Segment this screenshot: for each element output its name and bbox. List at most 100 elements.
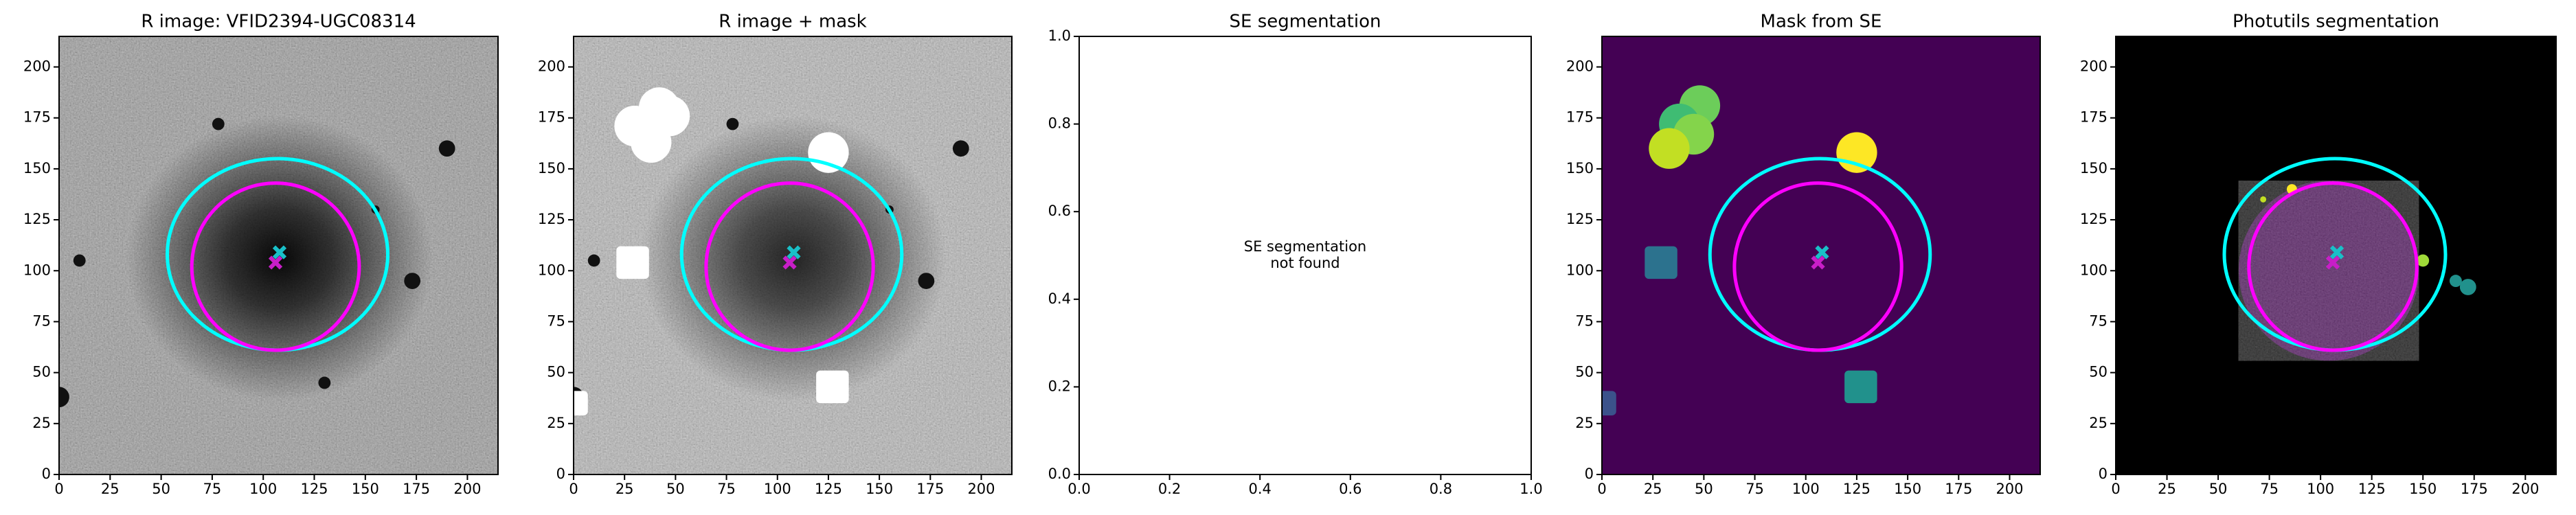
center-marker	[1815, 245, 1829, 260]
image	[1602, 36, 2040, 474]
mask-region	[808, 132, 849, 173]
x-tick-label: 50	[152, 481, 170, 497]
panel-title: Photutils segmentation	[2233, 12, 2439, 32]
y-tick-label: 50	[1575, 364, 1594, 380]
y-tick-label: 100	[538, 262, 565, 278]
panel: R image + mask 0 25 50 75 100 125 150 175 200 0 25 5…	[538, 12, 1013, 497]
y-tick-label: 100	[23, 262, 51, 278]
y-tick-label: 25	[547, 415, 565, 431]
axes-frame	[58, 36, 499, 475]
y-tick-label: 200	[1566, 58, 1594, 75]
y-tick-label: 50	[547, 364, 565, 380]
x-tick-label: 175	[1945, 481, 1972, 497]
panel: Mask from SE 0 25 50 75 100 125 150 175 200 0 25 50 7…	[1566, 12, 2041, 497]
y-tick-label: 175	[538, 109, 565, 126]
y-tick-label: 100	[2080, 262, 2108, 278]
x-tick-label: 25	[101, 481, 120, 497]
y-tick-label: 125	[538, 211, 565, 227]
y-tick-label: 0.2	[1048, 378, 1071, 394]
x-tick-label: 25	[615, 481, 634, 497]
y-tick-label: 0.4	[1048, 290, 1071, 307]
x-tick-label: 75	[717, 481, 736, 497]
x-tick-label: 50	[666, 481, 685, 497]
y-tick-label: 75	[547, 312, 565, 329]
y-tick-label: 150	[23, 160, 51, 176]
source	[73, 254, 86, 267]
center-marker	[2325, 255, 2340, 270]
y-tick-label: 0	[1585, 466, 1594, 482]
x-tick-label: 0	[569, 481, 578, 497]
mask-region	[816, 370, 849, 404]
y-tick-label: 175	[2080, 109, 2108, 126]
x-tick-label: 0	[1597, 481, 1606, 497]
source	[318, 376, 331, 389]
x-tick-label: 0	[54, 481, 63, 497]
y-tick-label: 150	[2080, 160, 2108, 176]
x-tick-label: 100	[1792, 481, 1820, 497]
center-marker	[272, 245, 287, 260]
image	[574, 36, 1012, 474]
center-marker	[268, 255, 283, 270]
note: not found	[1270, 255, 1340, 271]
x-tick-label: 100	[2307, 481, 2334, 497]
x-tick-label: 0.0	[1067, 481, 1090, 497]
y-tick-label: 0.6	[1048, 203, 1071, 219]
axes-frame	[1078, 36, 1532, 475]
source	[59, 387, 69, 408]
y-tick-label: 175	[1566, 109, 1594, 126]
panel-title: R image: VFID2394-UGC08314	[141, 12, 416, 32]
x-tick-label: 0.6	[1339, 481, 1362, 497]
axes-frame	[2115, 36, 2557, 475]
segment	[2449, 275, 2462, 288]
y-tick-label: 125	[1566, 211, 1594, 227]
x-tick-label: 100	[249, 481, 277, 497]
source	[438, 140, 455, 157]
source	[726, 117, 739, 130]
x-tick-label: 0.2	[1158, 481, 1181, 497]
x-tick-label: 50	[2209, 481, 2228, 497]
x-tick-label: 125	[300, 481, 328, 497]
mask-region	[616, 246, 649, 279]
aperture-ellipse	[2247, 181, 2419, 352]
panel-title: SE segmentation	[1230, 12, 1381, 32]
panel: SE segmentation 0.0 0.2 0.4 0.6 0.8 1.0 0.0 0.2 0…	[1048, 12, 1543, 498]
y-tick-label: 75	[2089, 312, 2108, 329]
y-tick-label: 75	[1575, 312, 1594, 329]
center-marker	[787, 245, 801, 260]
y-tick-label: 25	[32, 415, 51, 431]
panel: R image: VFID2394-UGC08314 0 25 50 75 100 125 1…	[23, 12, 499, 497]
mask-region	[648, 95, 690, 137]
segment-texture	[2238, 181, 2419, 361]
x-tick-label: 200	[2511, 481, 2539, 497]
segment	[2260, 196, 2267, 203]
note: SE segmentation	[1244, 238, 1366, 255]
panel-title: R image + mask	[719, 12, 867, 32]
aperture-ellipse	[190, 181, 361, 352]
center-marker	[2329, 245, 2345, 260]
y-tick-label: 175	[23, 109, 51, 126]
x-tick-label: 175	[403, 481, 430, 497]
x-tick-label: 175	[916, 481, 944, 497]
y-tick-label: 100	[1566, 262, 1594, 278]
source	[918, 273, 935, 289]
y-tick-label: 0	[42, 466, 51, 482]
mask-region	[1645, 246, 1677, 279]
x-tick-label: 200	[1996, 481, 2023, 497]
y-tick-label: 0	[2099, 466, 2108, 482]
y-tick-label: 125	[23, 211, 51, 227]
y-tick-label: 50	[32, 364, 51, 380]
y-tick-label: 75	[32, 312, 51, 329]
y-tick-label: 1.0	[1048, 27, 1071, 44]
x-tick-label: 75	[203, 481, 222, 497]
source	[404, 273, 421, 289]
image	[59, 36, 498, 474]
x-tick-label: 125	[1843, 481, 1871, 497]
x-tick-label: 150	[866, 481, 893, 497]
x-tick-label: 125	[2358, 481, 2386, 497]
y-tick-label: 200	[538, 58, 565, 75]
x-tick-label: 50	[1695, 481, 1713, 497]
source	[212, 117, 225, 130]
axes-frame	[573, 36, 1013, 475]
